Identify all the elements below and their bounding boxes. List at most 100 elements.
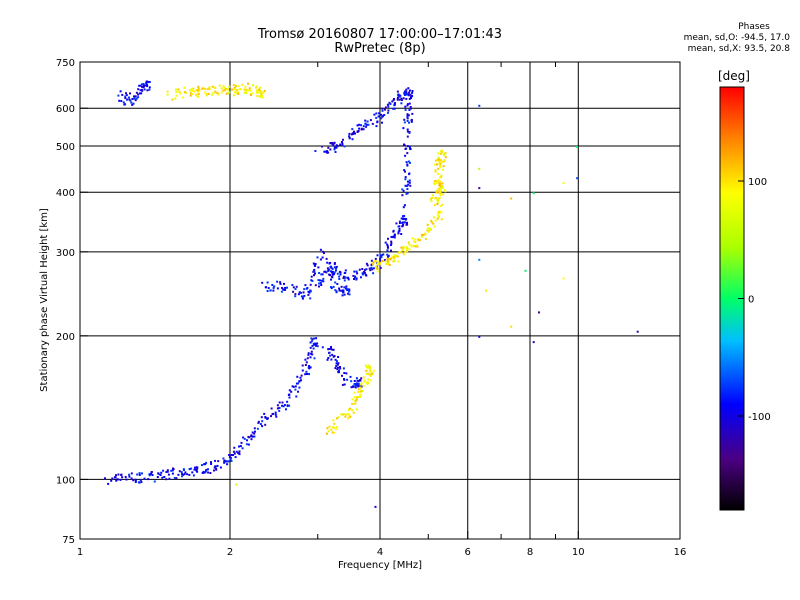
data-point — [538, 311, 540, 314]
data-point — [332, 273, 335, 275]
data-point — [415, 244, 418, 247]
data-point — [196, 95, 199, 98]
data-point — [404, 170, 406, 173]
data-point — [370, 373, 373, 376]
data-point — [135, 97, 138, 100]
data-point — [342, 138, 344, 141]
data-point — [295, 395, 298, 398]
data-point — [380, 256, 383, 259]
data-point — [426, 227, 429, 230]
phase-o-label: mean, sd,O: — [683, 33, 739, 43]
data-point — [212, 91, 215, 94]
data-point — [338, 278, 341, 280]
data-point — [405, 246, 408, 249]
data-point — [143, 88, 146, 91]
data-point — [327, 430, 330, 433]
data-point — [332, 348, 335, 351]
data-point — [260, 416, 263, 419]
data-point — [180, 471, 183, 474]
data-point — [137, 96, 140, 99]
data-point — [417, 239, 420, 241]
data-point — [393, 233, 396, 236]
data-point — [361, 273, 364, 276]
data-point — [387, 262, 390, 265]
data-point — [329, 274, 331, 276]
data-point — [381, 109, 384, 112]
data-point — [375, 112, 378, 115]
data-point — [343, 383, 346, 386]
data-point — [327, 269, 330, 272]
data-point — [146, 89, 149, 92]
data-point — [278, 409, 281, 412]
data-point — [204, 91, 207, 94]
data-point — [157, 472, 160, 475]
data-point — [562, 182, 565, 185]
data-point — [334, 428, 337, 431]
data-point — [288, 393, 291, 396]
data-point — [301, 364, 304, 367]
data-point — [381, 121, 383, 124]
data-point — [357, 390, 360, 393]
data-point — [411, 94, 414, 97]
data-point — [313, 270, 316, 273]
data-point — [366, 366, 368, 369]
data-point — [166, 469, 169, 472]
data-point — [434, 170, 437, 173]
data-point — [245, 88, 247, 91]
data-point — [264, 416, 267, 418]
data-point — [188, 473, 191, 476]
data-point — [156, 476, 159, 478]
data-point — [373, 113, 376, 116]
data-point — [404, 218, 407, 221]
data-point — [408, 146, 411, 149]
data-point — [197, 85, 200, 88]
data-point — [431, 197, 433, 199]
data-point — [211, 85, 214, 88]
data-point — [319, 282, 322, 284]
data-point — [353, 278, 355, 280]
data-point — [175, 94, 178, 97]
data-point — [330, 275, 333, 278]
data-point — [246, 439, 248, 442]
data-point — [245, 92, 248, 94]
data-point — [434, 163, 437, 166]
data-point — [382, 253, 385, 256]
data-point — [184, 471, 187, 474]
data-point — [439, 180, 441, 183]
data-point — [440, 218, 443, 221]
data-point — [333, 146, 336, 149]
data-point — [414, 238, 417, 241]
data-point — [338, 289, 341, 292]
data-point — [439, 152, 442, 155]
data-point — [338, 287, 341, 290]
data-point — [305, 287, 308, 290]
data-point — [318, 272, 321, 274]
data-point — [341, 413, 344, 416]
phase-header: Phases — [738, 22, 770, 32]
data-point — [442, 168, 444, 171]
data-point — [313, 264, 316, 267]
data-point — [409, 184, 412, 187]
data-point — [235, 450, 238, 453]
data-point — [286, 404, 289, 407]
data-point — [223, 89, 226, 92]
data-point — [439, 194, 442, 197]
data-point — [388, 263, 391, 266]
data-point — [408, 121, 410, 124]
data-point — [270, 415, 272, 418]
data-point — [437, 179, 440, 182]
data-point — [355, 377, 358, 380]
data-point — [309, 356, 312, 359]
data-point — [347, 288, 350, 291]
data-point — [297, 390, 299, 393]
data-point — [369, 370, 372, 373]
data-point — [365, 123, 368, 126]
data-point — [404, 184, 407, 187]
data-point — [319, 258, 322, 261]
data-point — [257, 421, 260, 424]
colorbar-ticks: 100 0 -100 — [738, 177, 771, 423]
data-point — [210, 461, 212, 464]
data-point — [396, 98, 399, 101]
data-point — [214, 90, 217, 93]
